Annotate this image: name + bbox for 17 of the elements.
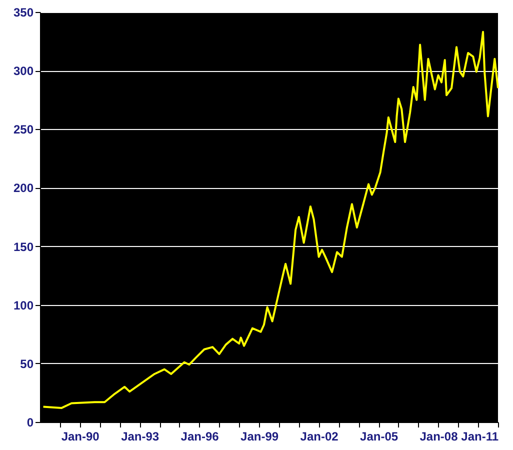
y-tick-label: 50 [20, 356, 34, 371]
x-tick-label: Jan-93 [121, 430, 160, 444]
y-tick-label: 300 [13, 64, 34, 78]
x-tick-label: Jan-08 [420, 430, 458, 444]
x-tick-label: Jan-90 [61, 430, 100, 444]
x-tick-label: Jan-02 [300, 430, 339, 444]
y-tick-label: 250 [13, 122, 34, 137]
x-tick-label: Jan-96 [180, 430, 220, 444]
x-tick-label: Jan-05 [360, 430, 398, 444]
y-tick-label: 0 [26, 416, 34, 430]
y-tick-label: 150 [13, 240, 34, 254]
y-tick-label: 200 [13, 181, 34, 196]
line-series [42, 30, 499, 409]
x-tick-label: Jan-11 [461, 430, 499, 444]
y-tick-label: 350 [13, 6, 34, 20]
x-tick-label: Jan-99 [240, 430, 279, 444]
y-tick-label: 100 [13, 298, 34, 312]
